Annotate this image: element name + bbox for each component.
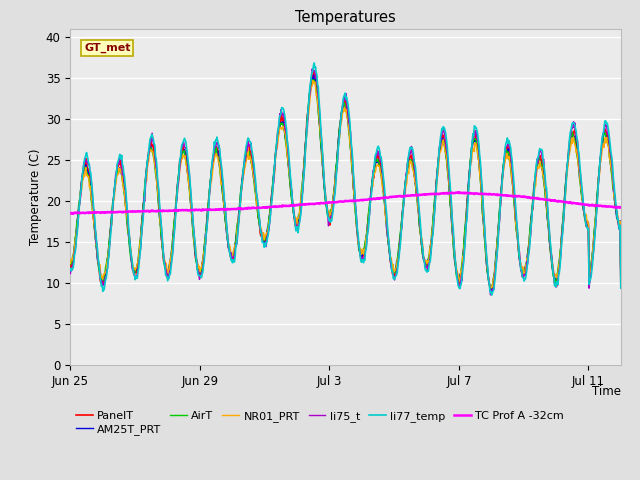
- TC Prof A -32cm: [456, 190, 463, 195]
- AirT: [178, 153, 186, 159]
- PanelT: [129, 268, 137, 274]
- TC Prof A -32cm: [179, 207, 186, 213]
- Line: li77_temp: li77_temp: [70, 63, 621, 295]
- li75_t: [178, 144, 186, 150]
- Text: Time: Time: [592, 385, 621, 398]
- TC Prof A -32cm: [617, 204, 625, 210]
- PanelT: [310, 69, 318, 75]
- li75_t: [486, 292, 494, 298]
- li77_temp: [67, 265, 74, 271]
- AM25T_PRT: [352, 215, 360, 221]
- NR01_PRT: [489, 283, 497, 289]
- NR01_PRT: [309, 78, 317, 84]
- AM25T_PRT: [178, 151, 186, 157]
- PanelT: [399, 207, 406, 213]
- Text: GT_met: GT_met: [84, 43, 131, 53]
- AM25T_PRT: [489, 285, 497, 290]
- NR01_PRT: [617, 276, 625, 282]
- Line: AM25T_PRT: AM25T_PRT: [70, 75, 621, 292]
- li77_temp: [489, 289, 497, 295]
- TC Prof A -32cm: [130, 209, 138, 215]
- PanelT: [141, 189, 148, 194]
- TC Prof A -32cm: [489, 192, 497, 197]
- AM25T_PRT: [310, 72, 317, 78]
- PanelT: [352, 216, 360, 222]
- AM25T_PRT: [399, 206, 406, 212]
- li77_temp: [352, 210, 360, 216]
- TC Prof A -32cm: [68, 211, 76, 216]
- AM25T_PRT: [141, 188, 148, 193]
- Line: PanelT: PanelT: [70, 72, 621, 294]
- AirT: [67, 262, 74, 267]
- PanelT: [487, 291, 495, 297]
- PanelT: [67, 259, 74, 265]
- AirT: [399, 207, 406, 213]
- TC Prof A -32cm: [141, 208, 149, 214]
- AirT: [129, 267, 137, 273]
- li75_t: [129, 267, 137, 273]
- AM25T_PRT: [617, 277, 625, 283]
- AirT: [308, 77, 316, 83]
- AirT: [352, 218, 360, 224]
- Line: li75_t: li75_t: [70, 69, 621, 295]
- AM25T_PRT: [67, 260, 74, 265]
- NR01_PRT: [399, 211, 406, 216]
- li75_t: [67, 271, 74, 276]
- PanelT: [178, 146, 186, 152]
- li77_temp: [310, 60, 318, 66]
- AirT: [489, 281, 497, 287]
- li77_temp: [141, 192, 148, 197]
- li77_temp: [129, 268, 137, 274]
- PanelT: [617, 282, 625, 288]
- Title: Temperatures: Temperatures: [295, 10, 396, 25]
- li75_t: [141, 199, 148, 204]
- NR01_PRT: [178, 156, 186, 162]
- Line: AirT: AirT: [70, 80, 621, 288]
- PanelT: [489, 284, 497, 290]
- NR01_PRT: [129, 264, 137, 270]
- li77_temp: [178, 142, 186, 147]
- TC Prof A -32cm: [67, 210, 74, 216]
- li77_temp: [488, 292, 495, 298]
- NR01_PRT: [67, 261, 74, 266]
- Legend: PanelT, AM25T_PRT, AirT, NR01_PRT, li75_t, li77_temp, TC Prof A -32cm: PanelT, AM25T_PRT, AirT, NR01_PRT, li75_…: [76, 411, 564, 435]
- AM25T_PRT: [129, 266, 137, 272]
- li75_t: [489, 287, 497, 292]
- TC Prof A -32cm: [399, 194, 406, 200]
- NR01_PRT: [486, 285, 493, 290]
- Line: TC Prof A -32cm: TC Prof A -32cm: [70, 192, 621, 214]
- AirT: [486, 286, 494, 291]
- li77_temp: [399, 211, 406, 217]
- AM25T_PRT: [488, 289, 495, 295]
- AirT: [141, 183, 148, 189]
- li75_t: [308, 66, 316, 72]
- NR01_PRT: [352, 208, 360, 214]
- NR01_PRT: [141, 194, 148, 200]
- AirT: [617, 276, 625, 282]
- TC Prof A -32cm: [352, 198, 360, 204]
- li75_t: [399, 211, 406, 216]
- Line: NR01_PRT: NR01_PRT: [70, 81, 621, 288]
- li75_t: [617, 285, 625, 291]
- li75_t: [352, 207, 360, 213]
- Y-axis label: Temperature (C): Temperature (C): [29, 148, 42, 245]
- li77_temp: [617, 285, 625, 291]
